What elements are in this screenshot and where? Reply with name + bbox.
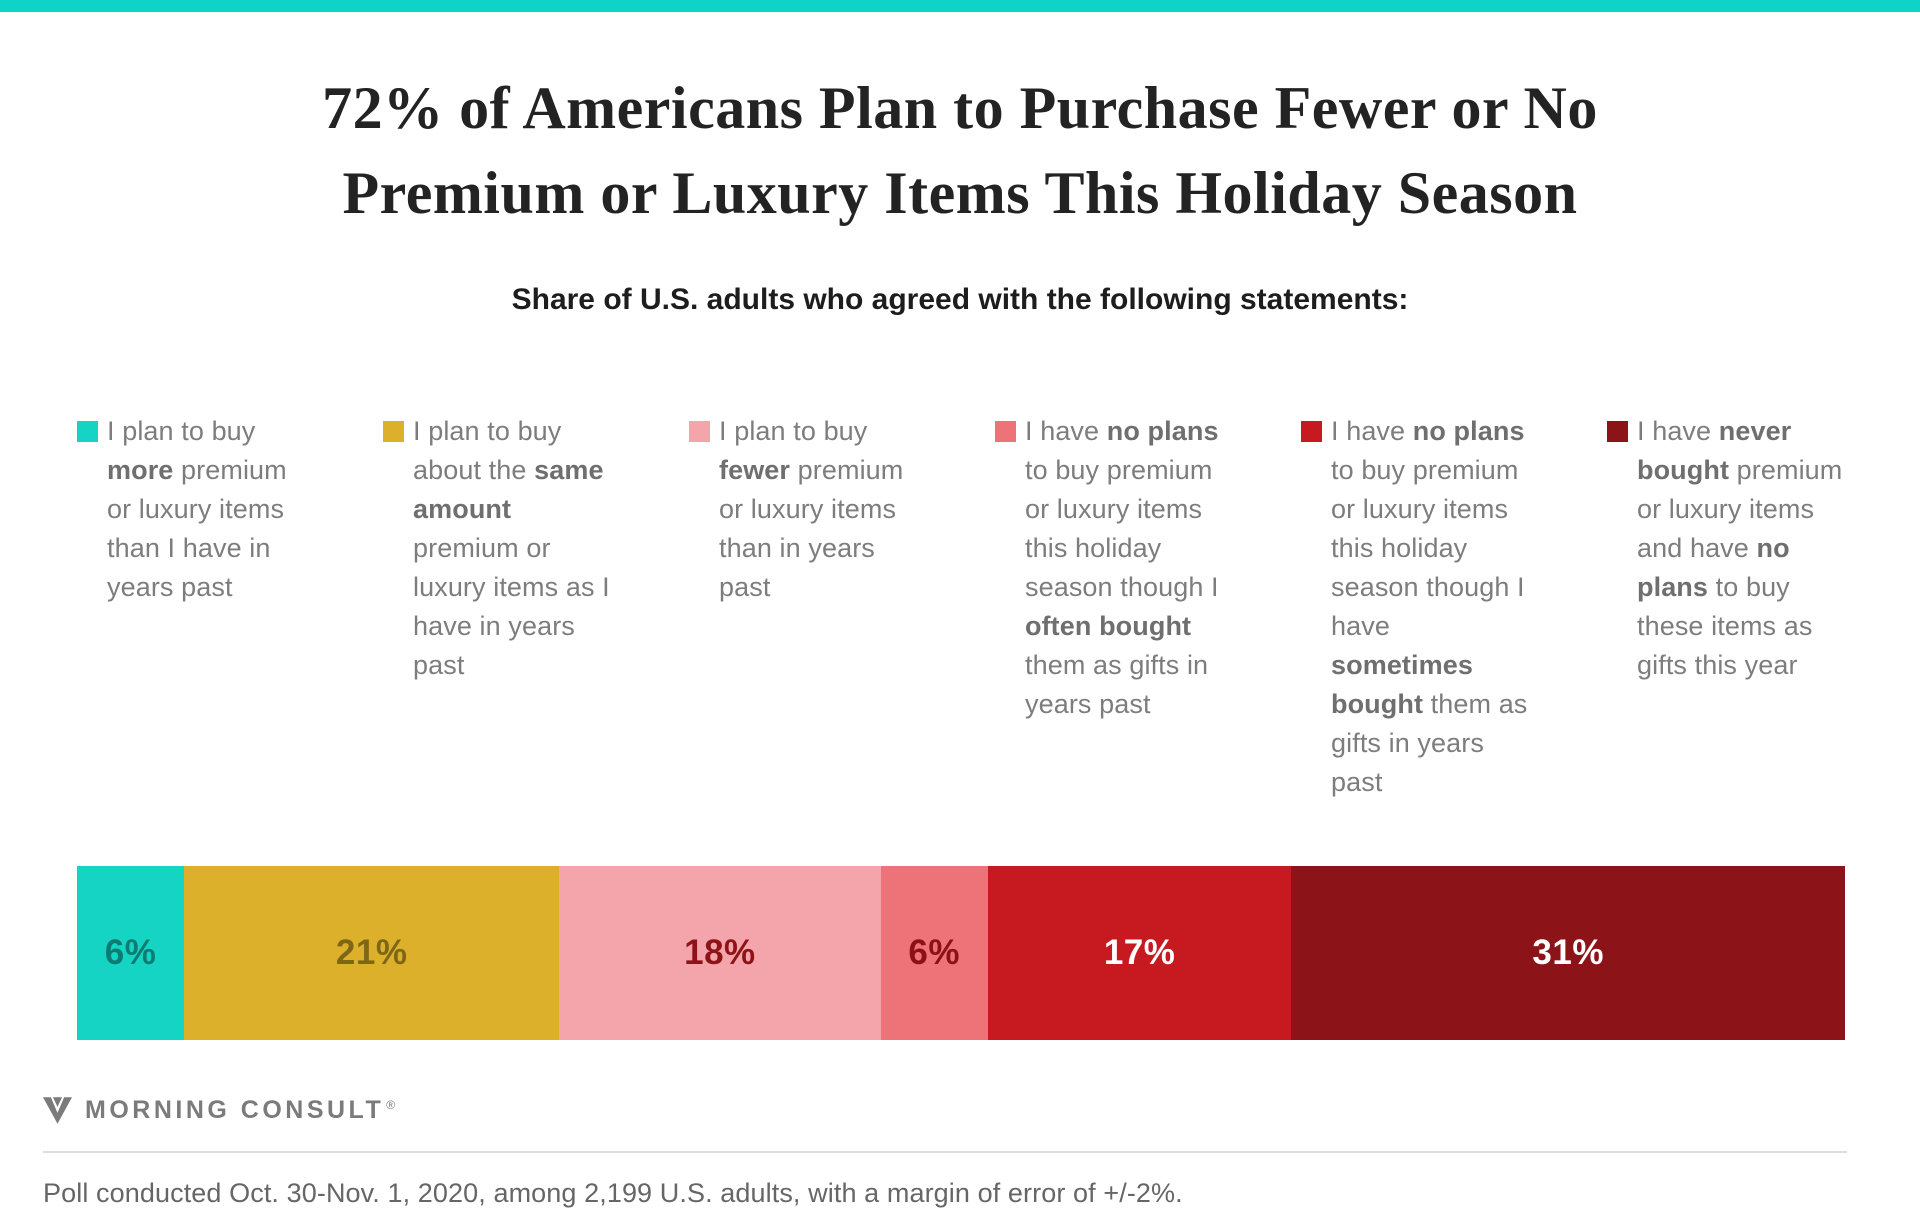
legend-label: I have no plans to buy premium or luxury… — [1025, 416, 1219, 719]
brand-name: MORNING CONSULT ® — [85, 1096, 399, 1124]
legend-item: I plan to buy fewer premium or luxury it… — [689, 412, 927, 607]
bar-segment: 31% — [1291, 866, 1845, 1040]
top-accent-bar — [0, 0, 1920, 12]
legend-item: I have no plans to buy premium or luxury… — [1301, 412, 1539, 802]
chart-subtitle: Share of U.S. adults who agreed with the… — [511, 283, 1409, 316]
legend-label: I plan to buy fewer premium or luxury it… — [719, 416, 904, 602]
morning-consult-logo-icon — [43, 1097, 72, 1124]
brand-row: MORNING CONSULT ® — [43, 1096, 1920, 1125]
legend-swatch-icon — [383, 421, 404, 442]
stacked-bar: 6% 21% 18% 6% 17% 31% — [77, 866, 1845, 1040]
legend-swatch-icon — [77, 421, 98, 442]
registered-mark: ® — [386, 1097, 399, 1112]
legend-item: I have never bought premium or luxury it… — [1607, 412, 1845, 685]
bar-segment: 6% — [880, 866, 988, 1040]
legend-label: I plan to buy about the same amount prem… — [413, 416, 610, 680]
footer-divider — [43, 1151, 1847, 1153]
legend-swatch-icon — [689, 421, 710, 442]
legend-item: I have no plans to buy premium or luxury… — [995, 412, 1233, 724]
bar-value-label: 31% — [1532, 933, 1604, 972]
legend-swatch-icon — [1301, 421, 1322, 442]
source-note: Poll conducted Oct. 30-Nov. 1, 2020, amo… — [43, 1178, 1183, 1208]
legend-swatch-icon — [1607, 421, 1628, 442]
bar-segment: 17% — [987, 866, 1292, 1040]
bar-value-label: 17% — [1103, 933, 1176, 972]
bar-value-label: 21% — [335, 933, 408, 972]
bar-segment: 6% — [77, 866, 185, 1040]
page-title: 72% of Americans Plan to Purchase Fewer … — [0, 66, 1920, 236]
bar-value-label: 18% — [684, 933, 756, 972]
bar-value-label: 6% — [908, 933, 961, 972]
legend-label: I have no plans to buy premium or luxury… — [1331, 416, 1528, 797]
page-title-line2: Premium or Luxury Items This Holiday Sea… — [342, 160, 1578, 226]
chart-legend: I plan to buy more premium or luxury ite… — [77, 412, 1845, 802]
legend-item: I plan to buy more premium or luxury ite… — [77, 412, 315, 607]
bar-segment: 21% — [184, 866, 560, 1040]
legend-label: I have never bought premium or luxury it… — [1637, 416, 1843, 680]
bar-value-label: 6% — [104, 933, 157, 972]
legend-swatch-icon — [995, 421, 1016, 442]
bar-segment: 18% — [559, 866, 881, 1040]
legend-item: I plan to buy about the same amount prem… — [383, 412, 621, 685]
page-title-line1: 72% of Americans Plan to Purchase Fewer … — [322, 75, 1598, 141]
legend-label: I plan to buy more premium or luxury ite… — [107, 416, 287, 602]
